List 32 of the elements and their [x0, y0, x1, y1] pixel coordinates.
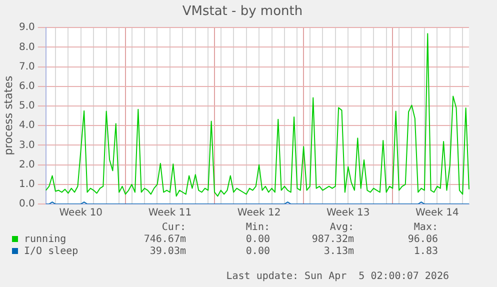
- x-tick-label: Week 11: [148, 208, 192, 219]
- y-tick-label: 2.0: [18, 159, 35, 170]
- text: 0.00: [244, 246, 271, 258]
- y-axis-title: process states: [2, 75, 16, 155]
- y-tick-label: 6.0: [18, 80, 35, 92]
- text: Min:: [244, 222, 271, 234]
- y-tick-label: 3.0: [18, 140, 35, 151]
- x-tick-label: Week 12: [237, 208, 281, 219]
- x-tick-label: Week 13: [326, 208, 370, 219]
- text: 1.83: [412, 246, 439, 258]
- text: Avg:: [328, 222, 355, 234]
- y-tick-label: 0.0: [18, 198, 35, 210]
- y-tick-label: 7.0: [18, 61, 35, 72]
- text: 987.32m: [310, 234, 355, 246]
- text: Max:: [412, 222, 439, 234]
- y-tick-label: 1.0: [18, 178, 35, 190]
- text: 3.13m: [322, 246, 355, 258]
- y-tick-label: 8.0: [18, 42, 35, 53]
- text: Cur:: [160, 222, 187, 234]
- legend-label: I/O sleep: [23, 246, 80, 258]
- text: 39.03m: [148, 246, 187, 258]
- chart-title: VMstat - by month: [182, 4, 303, 20]
- text: Last update: Sun Apr 5 02:00:07 2026: [226, 271, 449, 282]
- y-tick-label: 5.0: [18, 100, 35, 112]
- text: 0.00: [244, 234, 271, 246]
- legend-label: running: [23, 234, 68, 246]
- x-tick-label: Week 10: [59, 208, 103, 219]
- y-tick-label: 9.0: [18, 22, 35, 34]
- y-tick-label: 4.0: [18, 120, 35, 132]
- text: 746.67m: [142, 234, 187, 246]
- text: 96.06: [406, 234, 439, 246]
- x-tick-label: Week 14: [416, 208, 459, 219]
